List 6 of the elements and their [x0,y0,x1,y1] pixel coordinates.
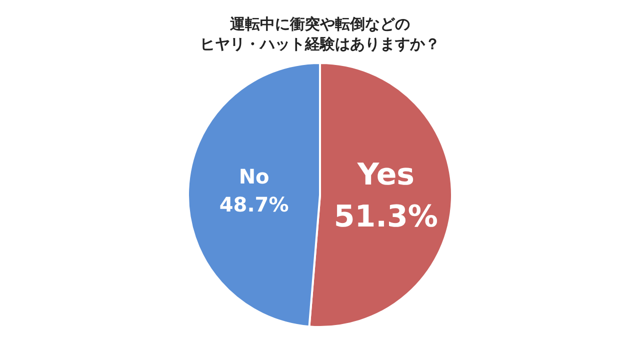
chart-subtitle: ヒヤリ・ハット経験はありますか？ [200,34,440,53]
data-label: 48.7% [219,192,289,217]
slice-label: Yes [356,157,415,192]
chart-title: 運転中に衝突や転倒などの [229,14,410,33]
data-label: 51.3% [334,199,438,234]
slice-label: No [238,164,270,189]
